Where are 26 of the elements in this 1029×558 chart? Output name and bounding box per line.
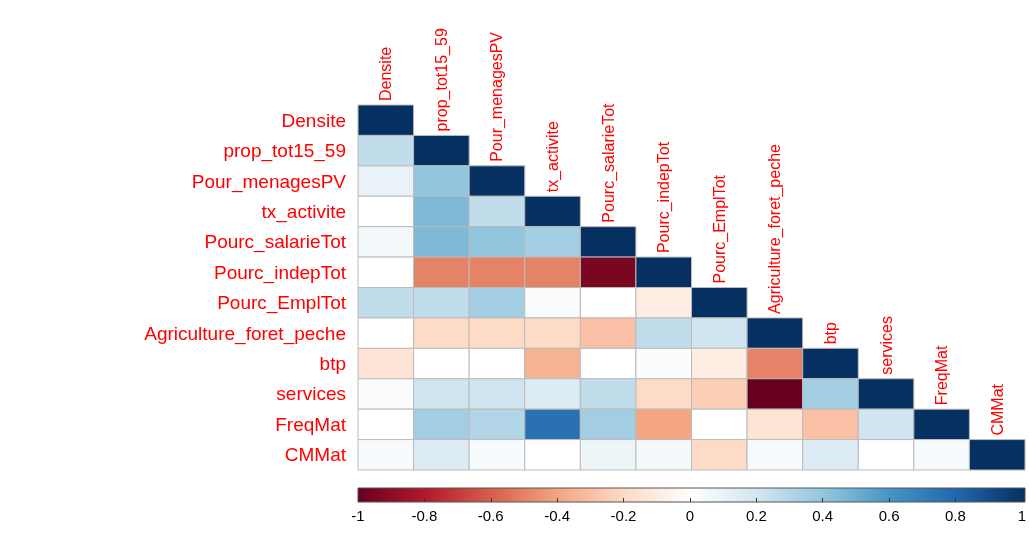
color-bar-label: 0 xyxy=(685,507,695,524)
y-tick-label: CMMat xyxy=(284,444,347,466)
color-bar-label: 0.4 xyxy=(812,507,834,524)
color-bar-label: -0.2 xyxy=(610,507,637,524)
color-bar-label: -0.6 xyxy=(477,507,504,524)
x-tick-label: Pour_menagesPV xyxy=(488,31,507,162)
color-bar-label: -0.8 xyxy=(411,507,438,524)
x-tick-label: FreqMat xyxy=(933,345,951,406)
x-tick-label: Agriculture_foret_peche xyxy=(766,143,785,314)
color-bar-label: 0.8 xyxy=(945,507,966,524)
x-tick-label: services xyxy=(877,316,895,375)
color-bar-label: 1 xyxy=(1017,507,1026,524)
x-tick-label: tx_activite xyxy=(544,121,563,193)
y-tick-label: Pourc_EmplTot xyxy=(217,292,347,315)
color-bar-label: -0.4 xyxy=(544,507,571,524)
y-tick-label: FreqMat xyxy=(275,413,347,435)
x-tick-label: prop_tot15_59 xyxy=(432,28,451,132)
x-tick-label: Pourc_EmplTot xyxy=(710,174,729,284)
y-tick-label: Pourc_indepTot xyxy=(213,261,347,284)
color-bar-label: 0.6 xyxy=(878,507,900,524)
color-bar-label: 0.2 xyxy=(745,507,767,524)
x-tick-label: Pourc_salarieTot xyxy=(599,102,618,223)
x-tick-label: Pourc_indepTot xyxy=(655,141,674,254)
x-tick-label: Densite xyxy=(377,46,395,101)
y-tick-label: tx_activite xyxy=(261,200,346,223)
color-bar-label: -1 xyxy=(351,507,365,524)
